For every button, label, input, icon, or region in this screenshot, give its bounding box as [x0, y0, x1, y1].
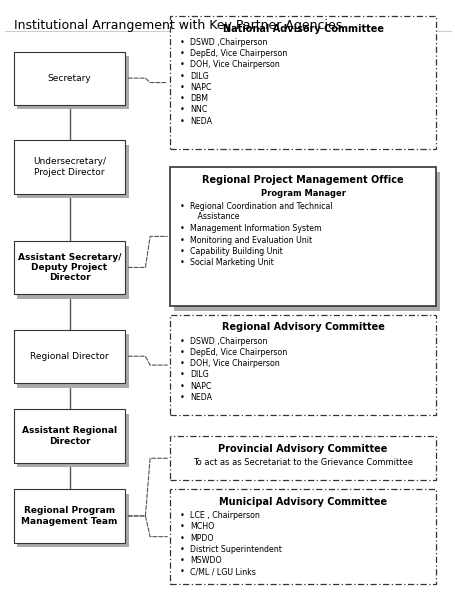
FancyBboxPatch shape — [170, 16, 435, 149]
Text: DOH, Vice Chairperson: DOH, Vice Chairperson — [190, 61, 279, 70]
Text: •: • — [180, 116, 184, 125]
FancyBboxPatch shape — [17, 145, 129, 198]
Text: DepEd, Vice Chairperson: DepEd, Vice Chairperson — [190, 348, 287, 357]
FancyBboxPatch shape — [17, 494, 129, 547]
Text: Municipal Advisory Committee: Municipal Advisory Committee — [218, 497, 386, 507]
FancyBboxPatch shape — [170, 167, 435, 306]
Text: DOH, Vice Chairperson: DOH, Vice Chairperson — [190, 359, 279, 368]
Text: Secretary: Secretary — [47, 74, 91, 83]
Text: Regional Director: Regional Director — [30, 352, 109, 361]
Text: MCHO: MCHO — [190, 523, 214, 532]
FancyBboxPatch shape — [173, 172, 439, 311]
Text: Capability Building Unit: Capability Building Unit — [190, 247, 283, 256]
Text: •: • — [180, 94, 184, 103]
Text: MSWDO: MSWDO — [190, 556, 222, 565]
Text: NEDA: NEDA — [190, 393, 212, 402]
FancyBboxPatch shape — [17, 414, 129, 467]
Text: •: • — [180, 106, 184, 115]
Text: •: • — [180, 523, 184, 532]
Text: MPDO: MPDO — [190, 534, 213, 543]
FancyBboxPatch shape — [170, 315, 435, 415]
Text: •: • — [180, 393, 184, 402]
Text: Regional Project Management Office: Regional Project Management Office — [202, 175, 403, 185]
Text: DILG: DILG — [190, 370, 208, 379]
Text: C/ML / LGU Links: C/ML / LGU Links — [190, 568, 256, 577]
FancyBboxPatch shape — [17, 334, 129, 388]
FancyBboxPatch shape — [17, 245, 129, 299]
Text: •: • — [180, 38, 184, 47]
FancyBboxPatch shape — [170, 436, 435, 481]
FancyBboxPatch shape — [170, 490, 435, 584]
Text: •: • — [180, 71, 184, 80]
Text: To act as as Secretariat to the Grievance Committee: To act as as Secretariat to the Grievanc… — [193, 458, 412, 467]
Text: DSWD ,Chairperson: DSWD ,Chairperson — [190, 38, 267, 47]
Text: NAPC: NAPC — [190, 83, 211, 92]
Text: •: • — [180, 202, 184, 211]
FancyBboxPatch shape — [14, 241, 125, 294]
Text: NNC: NNC — [190, 106, 207, 115]
Text: •: • — [180, 61, 184, 70]
Text: •: • — [180, 224, 184, 233]
Text: •: • — [180, 83, 184, 92]
Text: •: • — [180, 359, 184, 368]
Text: National Advisory Committee: National Advisory Committee — [222, 23, 383, 34]
Text: Regional Advisory Committee: Regional Advisory Committee — [221, 322, 384, 332]
Text: •: • — [180, 556, 184, 565]
FancyBboxPatch shape — [14, 140, 125, 193]
Text: •: • — [180, 236, 184, 245]
Text: Regional Coordination and Technical
   Assistance: Regional Coordination and Technical Assi… — [190, 202, 332, 221]
FancyBboxPatch shape — [14, 490, 125, 542]
Text: District Superintendent: District Superintendent — [190, 545, 282, 554]
Text: Institutional Arrangement with Key Partner Agencies: Institutional Arrangement with Key Partn… — [14, 19, 341, 32]
Text: •: • — [180, 247, 184, 256]
Text: LCE , Chairperson: LCE , Chairperson — [190, 511, 259, 520]
Text: DILG: DILG — [190, 71, 208, 80]
Text: Undersecretary/
Project Director: Undersecretary/ Project Director — [33, 157, 106, 176]
FancyBboxPatch shape — [14, 52, 125, 105]
Text: Assistant Secretary/
Deputy Project
Director: Assistant Secretary/ Deputy Project Dire… — [18, 253, 121, 283]
FancyBboxPatch shape — [14, 409, 125, 463]
Text: DBM: DBM — [190, 94, 208, 103]
Text: •: • — [180, 545, 184, 554]
Text: Assistant Regional
Director: Assistant Regional Director — [22, 427, 117, 446]
Text: Regional Program
Management Team: Regional Program Management Team — [21, 506, 117, 526]
Text: •: • — [180, 382, 184, 391]
Text: NEDA: NEDA — [190, 116, 212, 125]
Text: •: • — [180, 49, 184, 58]
Text: •: • — [180, 258, 184, 267]
Text: •: • — [180, 337, 184, 346]
Text: Social Marketing Unit: Social Marketing Unit — [190, 258, 273, 267]
Text: DepEd, Vice Chairperson: DepEd, Vice Chairperson — [190, 49, 287, 58]
FancyBboxPatch shape — [17, 56, 129, 109]
Text: •: • — [180, 511, 184, 520]
Text: DSWD ,Chairperson: DSWD ,Chairperson — [190, 337, 267, 346]
FancyBboxPatch shape — [14, 329, 125, 383]
Text: Management Information System: Management Information System — [190, 224, 321, 233]
Text: •: • — [180, 568, 184, 577]
Text: Monitoring and Evaluation Unit: Monitoring and Evaluation Unit — [190, 236, 312, 245]
Text: Provincial Advisory Committee: Provincial Advisory Committee — [218, 444, 387, 454]
Text: Program Manager: Program Manager — [260, 189, 345, 198]
Text: •: • — [180, 348, 184, 357]
Text: •: • — [180, 534, 184, 543]
Text: •: • — [180, 370, 184, 379]
Text: NAPC: NAPC — [190, 382, 211, 391]
